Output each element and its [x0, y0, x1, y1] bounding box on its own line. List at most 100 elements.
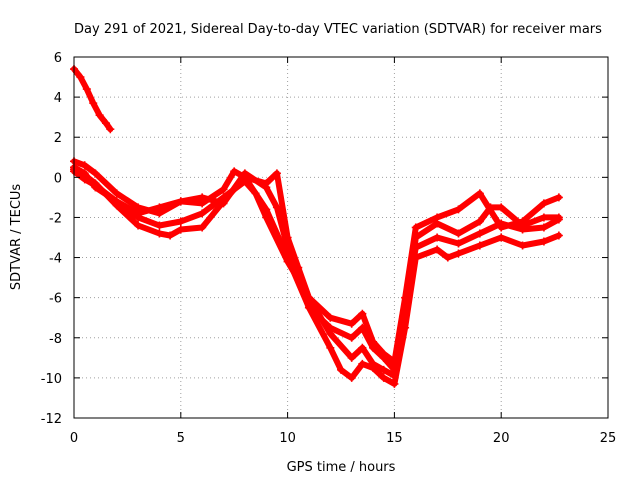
data-point — [390, 379, 399, 388]
data-point — [198, 223, 207, 232]
data-point — [176, 197, 185, 206]
x-axis-label: GPS time / hours — [287, 460, 396, 475]
y-tick-label: -8 — [49, 332, 62, 347]
x-tick-label: 5 — [177, 431, 185, 446]
data-point — [89, 99, 98, 108]
data-point — [518, 225, 527, 234]
data-point — [433, 245, 442, 254]
data-point — [411, 223, 420, 232]
y-tick-label: -4 — [49, 252, 62, 267]
data-point — [219, 185, 228, 194]
data-point — [82, 85, 91, 94]
data-point — [358, 323, 367, 332]
data-point — [176, 217, 185, 226]
data-point — [486, 203, 495, 212]
data-point — [497, 203, 506, 212]
series-track-2 — [70, 157, 563, 374]
data-point — [112, 201, 121, 210]
data-point — [198, 193, 207, 202]
data-point — [475, 217, 484, 226]
x-tick-label: 20 — [493, 431, 510, 446]
data-point — [304, 303, 313, 312]
y-tick-label: 2 — [54, 131, 62, 146]
data-point — [91, 169, 100, 178]
data-point — [347, 353, 356, 362]
data-point — [433, 233, 442, 242]
axis-ticks: 0 5 10 15 20 25 -12 -10 -8 -6 -4 -2 0 2 4 6 — [41, 51, 617, 446]
data-point — [112, 189, 121, 198]
data-point — [554, 231, 563, 240]
data-point — [433, 219, 442, 228]
data-point — [454, 229, 463, 238]
series-track-3 — [70, 167, 563, 380]
data-point — [401, 323, 410, 332]
data-point — [347, 373, 356, 382]
data-point — [95, 111, 104, 120]
data-point — [369, 343, 378, 352]
y-tick-label: -10 — [41, 372, 62, 387]
data-point — [134, 203, 143, 212]
data-point — [230, 167, 239, 176]
y-tick-label: 6 — [54, 51, 62, 66]
data-point — [198, 209, 207, 218]
data-point — [155, 229, 164, 238]
data-point — [283, 253, 292, 262]
data-point — [106, 125, 115, 134]
data-point — [262, 183, 271, 192]
series-line — [71, 66, 114, 133]
x-tick-label: 10 — [279, 431, 296, 446]
data-point — [554, 193, 563, 202]
data-point — [347, 333, 356, 342]
y-axis-label: SDTVAR / TECUs — [9, 184, 24, 291]
y-tick-label: -12 — [41, 412, 62, 427]
data-point — [80, 161, 89, 170]
data-point — [539, 223, 548, 232]
data-point — [454, 239, 463, 248]
data-point — [554, 215, 563, 224]
y-tick-label: 4 — [54, 91, 62, 106]
data-point — [208, 201, 217, 210]
data-point — [272, 169, 281, 178]
series-line — [71, 158, 562, 373]
data-point — [411, 243, 420, 252]
x-tick-label: 15 — [386, 431, 403, 446]
data-point — [497, 219, 506, 228]
data-point — [518, 241, 527, 250]
data-point — [454, 205, 463, 214]
x-tick-label: 0 — [70, 431, 78, 446]
data-point — [155, 209, 164, 218]
data-point — [134, 213, 143, 222]
plot-frame — [73, 56, 609, 419]
data-point — [539, 237, 548, 246]
y-tick-label: -6 — [49, 292, 62, 307]
data-point — [443, 253, 452, 262]
y-tick-label: 0 — [54, 171, 62, 186]
series-track-early — [70, 65, 115, 134]
data-point — [475, 189, 484, 198]
series-line — [71, 168, 562, 379]
data-point — [176, 225, 185, 234]
data-point — [102, 119, 111, 128]
data-point — [272, 203, 281, 212]
data-point — [347, 319, 356, 328]
data-point — [454, 249, 463, 258]
series-track-1 — [70, 163, 563, 366]
grid — [74, 57, 608, 418]
data-point — [358, 309, 367, 318]
data-point — [411, 253, 420, 262]
data-point — [326, 343, 335, 352]
data-point — [76, 73, 85, 82]
y-tick-label: -2 — [49, 211, 62, 226]
chart-title: Day 291 of 2021, Sidereal Day-to-day VTE… — [74, 22, 602, 37]
data-point — [262, 205, 271, 214]
data-point — [80, 171, 89, 180]
data-point — [379, 353, 388, 362]
data-point — [497, 233, 506, 242]
series-group — [70, 65, 563, 388]
data-point — [166, 231, 175, 240]
data-point — [539, 199, 548, 208]
data-point — [326, 329, 335, 338]
data-point — [240, 173, 249, 182]
data-point — [369, 363, 378, 372]
data-point — [326, 313, 335, 322]
